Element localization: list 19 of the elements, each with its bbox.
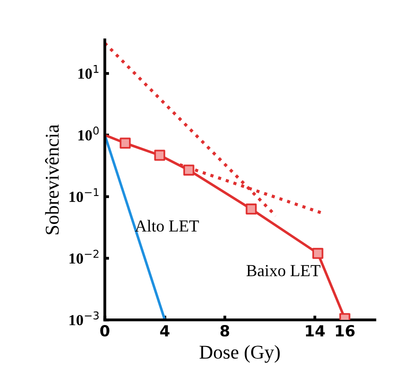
point [246,204,257,215]
series-label: Alto LET [134,220,199,232]
y-tick-label: 10$^{−3}$ [70,311,99,326]
series-label: Baixo LET [246,265,320,276]
y-tick-label: 10$^{0}$ [78,126,99,140]
x-tick-label: 4 [160,325,170,336]
point [154,150,166,161]
point [183,164,194,176]
x-tick-label: 0 [100,325,110,337]
x-axis-title: Dose (Gy) [200,345,280,363]
y-tick-label: 10$^{−2}$ [70,250,98,264]
y-axis-title: Sobrevivência [45,124,59,234]
x-tick-label: 16 [336,325,355,337]
x-tick-label: 8 [220,325,230,337]
point [312,248,324,259]
x-tick-label: 14 [306,325,325,336]
y-tick-label: 10$^{−1}$ [70,188,99,202]
y-tick-label: 10$^{1}$ [78,65,98,79]
point [120,138,131,149]
